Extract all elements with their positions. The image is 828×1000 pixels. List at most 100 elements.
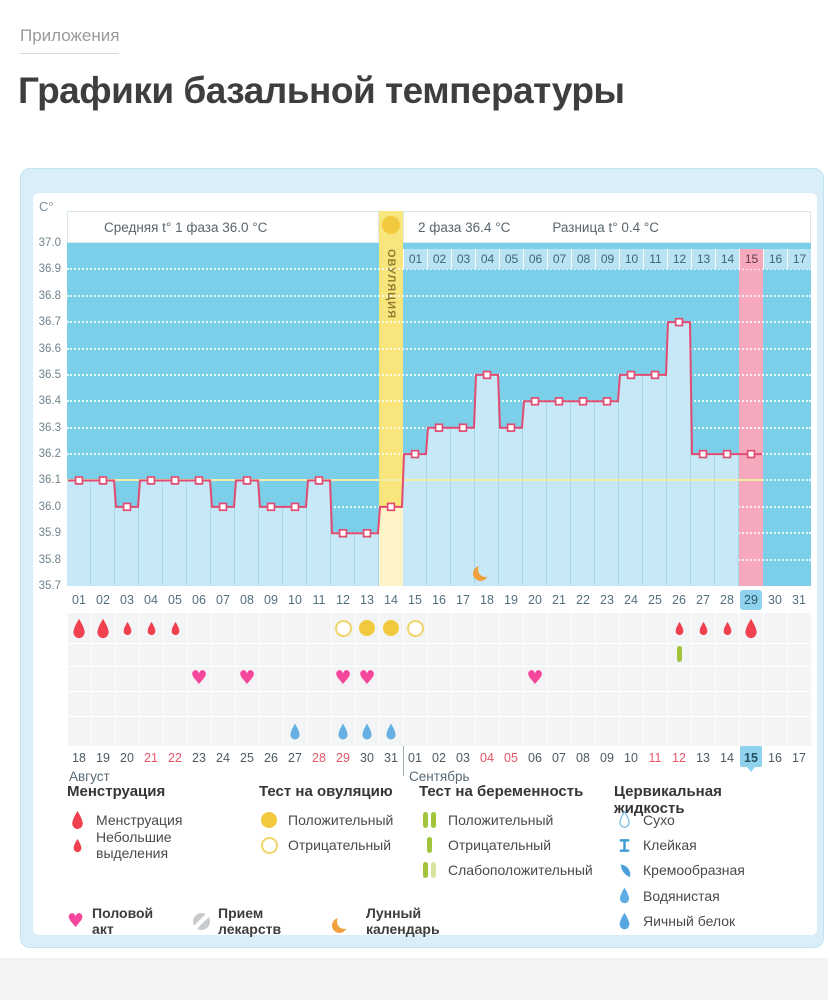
temperature-point [266, 502, 276, 512]
legend-item: Отрицательный [419, 832, 593, 857]
grid-line-vertical [643, 613, 644, 746]
bars-weak-icon [422, 862, 436, 879]
temperature-point [74, 476, 84, 485]
intercourse-marker: ♥ [331, 665, 355, 691]
y-tick-label: 36.9 [38, 263, 61, 276]
legend-column: Менструация Менструация Небольшие выделени… [67, 783, 182, 861]
legend-column: Тест на овуляцию Положительный Отрицательн… [259, 783, 393, 858]
grid-line-vertical [811, 613, 812, 746]
fill-below-line [355, 533, 379, 586]
chart-card: С° Средняя t° 1 фаза 36.0 °C 2 фаза 36.4… [33, 193, 817, 937]
temperature-point [194, 476, 204, 485]
temperature-point [98, 476, 108, 485]
strip-day-cell: 06 [523, 249, 547, 269]
drop-small-icon [698, 621, 709, 636]
cycle-day-label: 06 [192, 593, 206, 607]
legend-item-label: Кремообразная [643, 862, 745, 879]
temperature-point [746, 449, 756, 459]
temperature-point [722, 449, 732, 459]
grid-line-horizontal [67, 716, 811, 717]
strip-day-cell: 16 [763, 249, 787, 269]
grid-line-vertical [355, 613, 356, 746]
temperature-point [602, 397, 612, 406]
legend-item-label: Положительный [448, 811, 554, 828]
calendar-day-label: 27 [288, 751, 302, 765]
calendar-date-row: 18 19 20 21 22 23 24 25 26 27 28 29 30 31 01 02 03 04 05 06… [67, 746, 811, 772]
grid-line-vertical [67, 613, 68, 746]
grid-line-vertical [91, 613, 92, 746]
strip-day-cell: 14 [715, 249, 739, 269]
bars-positive-icon [422, 811, 436, 828]
fill-below-line [547, 401, 571, 586]
legend-item-label: Отрицательный [448, 837, 552, 854]
strip-day-cell: 12 [667, 249, 691, 269]
drop-small-icon [146, 621, 157, 636]
grid-line-vertical [307, 613, 308, 746]
grid-line-vertical [667, 613, 668, 746]
cycle-day-label: 07 [216, 593, 230, 607]
grid-line-vertical [475, 613, 476, 746]
cycle-day-label: 30 [768, 593, 782, 607]
calendar-day-label: 31 [384, 751, 398, 765]
grid-line-vertical [691, 613, 692, 746]
cycle-day-label: 20 [528, 593, 542, 607]
gridline [67, 321, 811, 324]
heart-icon: ♥ [526, 666, 544, 689]
strip-day-cell: 02 [427, 249, 451, 269]
grid-line-horizontal [67, 691, 811, 692]
calendar-day-label: 19 [96, 751, 110, 765]
menstruation-light-marker [115, 615, 139, 641]
legend-item: Слабоположительный [419, 858, 593, 883]
temperature-point [386, 502, 396, 512]
grid-line-vertical [259, 613, 260, 746]
page-title: Графики базальной температуры [18, 70, 625, 111]
cycle-day-label: 29 [744, 593, 758, 607]
legend-icon-box [67, 810, 87, 830]
fill-below-line [331, 533, 355, 586]
heart-icon: ♥ [238, 666, 256, 689]
bar-negative-icon [426, 837, 432, 854]
temperature-point [362, 528, 372, 538]
temperature-point [506, 423, 516, 432]
cycle-day-label: 02 [96, 593, 110, 607]
intercourse-marker: ♥ [187, 665, 211, 691]
calendar-today-highlight [740, 746, 762, 767]
heart-icon: ♥ [334, 666, 352, 689]
breadcrumb-link[interactable]: Приложения [20, 26, 120, 54]
phase1-average-box: Средняя t° 1 фаза 36.0 °C [67, 211, 379, 243]
cycle-day-label: 26 [672, 593, 686, 607]
grid-line-vertical [523, 613, 524, 746]
fill-below-line [691, 454, 715, 586]
cycle-day-label: 13 [360, 593, 374, 607]
drop-small-icon [170, 621, 181, 636]
cycle-day-label: 03 [120, 593, 134, 607]
fill-below-line [427, 427, 451, 586]
plot-area: ОВУЛЯЦИЯ 01 02 03 04 05 06 07 08 09 10 11 12 13 14 15 16… [67, 211, 811, 586]
grid-line-vertical [499, 613, 500, 746]
drop-big-icon [71, 618, 87, 639]
strip-day-cell: 01 [403, 249, 427, 269]
temperature-point [170, 476, 180, 485]
cycle-day-row: 01 02 03 04 05 06 07 08 09 10 11 12 13 14 15 16 17 18 19 20… [67, 589, 811, 611]
calendar-day-label: 20 [120, 751, 134, 765]
creamy-icon [617, 863, 632, 878]
drop-big-icon [743, 618, 759, 639]
cycle-day-label: 18 [480, 593, 494, 607]
cycle-day-label: 21 [552, 593, 566, 607]
grid-line-vertical [187, 613, 188, 746]
grid-line-vertical [331, 613, 332, 746]
legend-column-title: Цервикальная жидкость [614, 783, 722, 817]
ovulation-test-positive-marker [355, 615, 379, 641]
calendar-day-label: 16 [768, 751, 782, 765]
leg-drop-big-icon [70, 810, 85, 830]
temperature-point [338, 528, 348, 538]
temperature-point [554, 397, 564, 406]
drop-watery-icon [618, 887, 631, 904]
fill-below-line [163, 480, 187, 586]
calendar-day-label: 02 [432, 751, 446, 765]
ovulation-band-label: ОВУЛЯЦИЯ [379, 249, 403, 367]
circle-filled-icon [261, 811, 277, 828]
legend-column-title: Тест на беременность [419, 783, 584, 800]
ovulation-test-positive-marker [379, 615, 403, 641]
legend-icon-box [67, 838, 87, 853]
